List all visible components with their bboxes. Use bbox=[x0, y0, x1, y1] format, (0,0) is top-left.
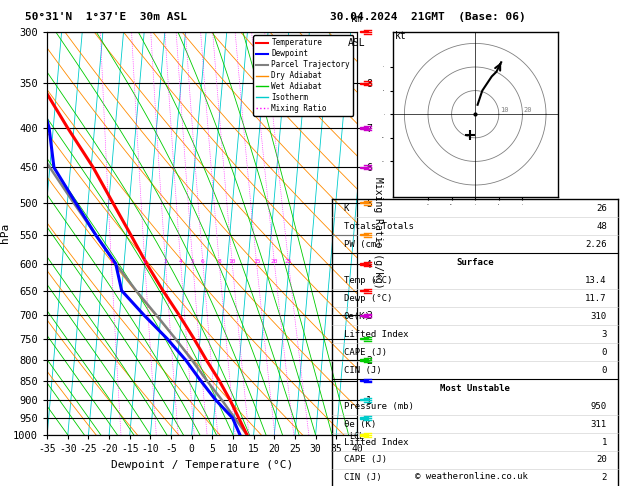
Y-axis label: Mixing Ratio (g/kg): Mixing Ratio (g/kg) bbox=[373, 177, 383, 289]
Text: 20: 20 bbox=[596, 455, 607, 465]
Text: 10: 10 bbox=[500, 107, 508, 113]
Text: CIN (J): CIN (J) bbox=[343, 365, 381, 375]
Text: Dewp (°C): Dewp (°C) bbox=[343, 294, 392, 303]
Text: 950: 950 bbox=[591, 401, 607, 411]
Text: 4: 4 bbox=[179, 259, 182, 264]
Text: CAPE (J): CAPE (J) bbox=[343, 347, 387, 357]
Text: 311: 311 bbox=[591, 419, 607, 429]
X-axis label: Dewpoint / Temperature (°C): Dewpoint / Temperature (°C) bbox=[111, 460, 293, 469]
Text: CIN (J): CIN (J) bbox=[343, 473, 381, 483]
Text: 1: 1 bbox=[109, 259, 113, 264]
Text: 310: 310 bbox=[591, 312, 607, 321]
Text: Lifted Index: Lifted Index bbox=[343, 437, 408, 447]
Text: 20: 20 bbox=[523, 107, 532, 113]
Text: 15: 15 bbox=[253, 259, 260, 264]
Text: 13.4: 13.4 bbox=[586, 276, 607, 285]
Text: 6: 6 bbox=[201, 259, 205, 264]
Text: K: K bbox=[343, 204, 349, 213]
Text: Totals Totals: Totals Totals bbox=[343, 222, 413, 231]
Text: Most Unstable: Most Unstable bbox=[440, 383, 510, 393]
Text: 2.26: 2.26 bbox=[586, 240, 607, 249]
Legend: Temperature, Dewpoint, Parcel Trajectory, Dry Adiabat, Wet Adiabat, Isotherm, Mi: Temperature, Dewpoint, Parcel Trajectory… bbox=[253, 35, 353, 116]
Text: 2: 2 bbox=[601, 473, 607, 483]
Text: 3: 3 bbox=[601, 330, 607, 339]
Text: LCL: LCL bbox=[349, 432, 364, 441]
Text: Temp (°C): Temp (°C) bbox=[343, 276, 392, 285]
Text: 50°31'N  1°37'E  30m ASL: 50°31'N 1°37'E 30m ASL bbox=[25, 12, 187, 22]
Text: 0: 0 bbox=[601, 365, 607, 375]
Text: 0: 0 bbox=[601, 347, 607, 357]
Text: 48: 48 bbox=[596, 222, 607, 231]
Text: 5: 5 bbox=[191, 259, 195, 264]
Text: 20: 20 bbox=[270, 259, 278, 264]
Text: θe (K): θe (K) bbox=[343, 419, 376, 429]
Text: PW (cm): PW (cm) bbox=[343, 240, 381, 249]
Text: 3: 3 bbox=[164, 259, 167, 264]
Text: © weatheronline.co.uk: © weatheronline.co.uk bbox=[415, 472, 528, 481]
Text: Surface: Surface bbox=[457, 258, 494, 267]
Text: CAPE (J): CAPE (J) bbox=[343, 455, 387, 465]
Y-axis label: hPa: hPa bbox=[1, 223, 10, 243]
Text: 11.7: 11.7 bbox=[586, 294, 607, 303]
Text: km: km bbox=[351, 14, 363, 23]
Text: Pressure (mb): Pressure (mb) bbox=[343, 401, 413, 411]
Text: kt: kt bbox=[395, 31, 407, 41]
Text: ASL: ASL bbox=[348, 37, 365, 48]
Text: 10: 10 bbox=[228, 259, 236, 264]
Text: 26: 26 bbox=[596, 204, 607, 213]
Text: 30.04.2024  21GMT  (Base: 06): 30.04.2024 21GMT (Base: 06) bbox=[330, 12, 526, 22]
Text: θe(K): θe(K) bbox=[343, 312, 370, 321]
Text: 8: 8 bbox=[218, 259, 221, 264]
Text: 2: 2 bbox=[143, 259, 147, 264]
Text: Lifted Index: Lifted Index bbox=[343, 330, 408, 339]
Text: 1: 1 bbox=[601, 437, 607, 447]
Text: 25: 25 bbox=[285, 259, 292, 264]
